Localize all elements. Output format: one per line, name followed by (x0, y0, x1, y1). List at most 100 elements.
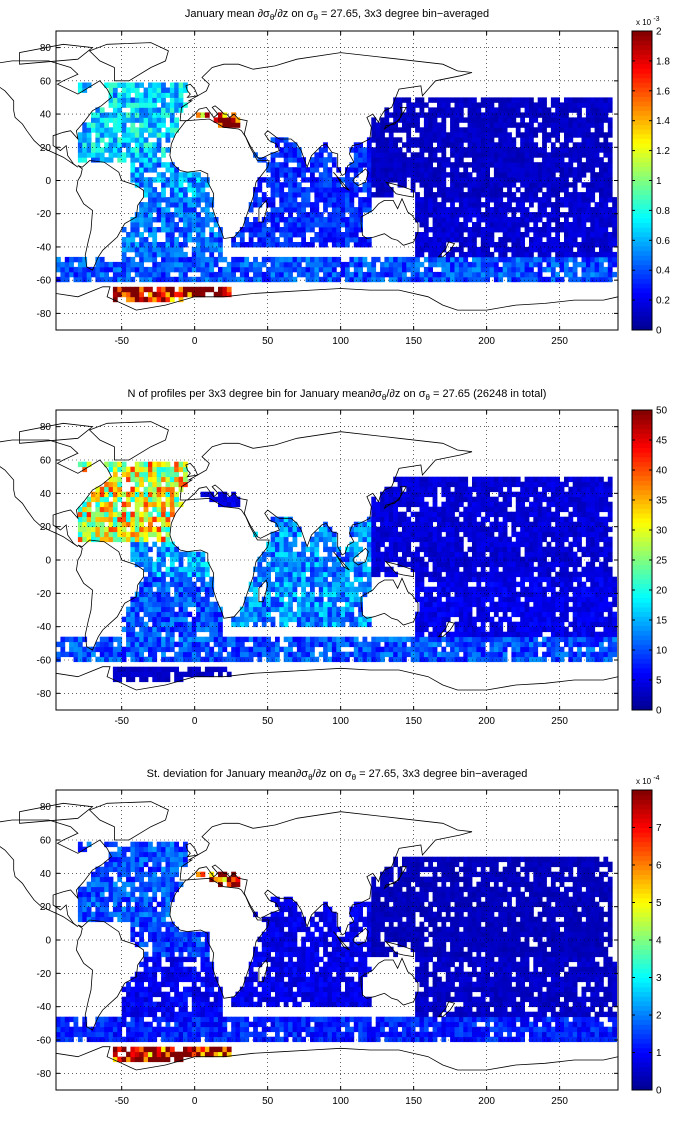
heatmap-cell (366, 541, 372, 548)
heatmap-cell (323, 237, 328, 243)
heatmap-cell (148, 481, 153, 488)
heatmap-cell (450, 237, 455, 243)
heatmap-cell (454, 102, 460, 108)
heatmap-cell (165, 626, 171, 633)
heatmap-cell (371, 536, 377, 543)
heatmap-cell (156, 626, 162, 633)
heatmap-cell (310, 576, 315, 583)
heatmap-cell (397, 112, 403, 118)
heatmap-cell (200, 611, 206, 618)
heatmap-cell (419, 621, 425, 628)
heatmap-cell (358, 571, 363, 578)
heatmap-cell (406, 651, 412, 658)
heatmap-cell (112, 291, 118, 298)
heatmap-cell (231, 496, 236, 503)
heatmap-cell (520, 256, 525, 263)
heatmap-cell (533, 142, 539, 148)
heatmap-cell (423, 112, 429, 118)
heatmap-cell (139, 132, 144, 138)
heatmap-cell (498, 192, 504, 198)
heatmap-cell (511, 207, 517, 213)
heatmap-cell (406, 536, 412, 543)
heatmap-cell (248, 202, 254, 208)
heatmap-cell (169, 92, 175, 98)
heatmap-cell (288, 641, 293, 648)
heatmap-cell (283, 237, 289, 243)
heatmap-cell (555, 112, 560, 118)
colorbar-segment (632, 222, 652, 228)
heatmap-cell (524, 271, 530, 278)
heatmap-cell (283, 521, 289, 528)
heatmap-cell (296, 152, 302, 158)
heatmap-cell (371, 501, 377, 508)
heatmap-cell (345, 606, 350, 613)
heatmap-cell (489, 256, 495, 263)
heatmap-cell (152, 227, 158, 233)
heatmap-cell (476, 127, 482, 133)
heatmap-cell (358, 546, 363, 553)
heatmap-cell (375, 177, 381, 183)
heatmap-cell (156, 202, 162, 208)
heatmap-cell (393, 491, 398, 498)
heatmap-cell (275, 266, 280, 273)
heatmap-cell (156, 676, 162, 683)
heatmap-cell (480, 187, 486, 193)
heatmap-cell (261, 232, 267, 238)
heatmap-cell (327, 192, 333, 198)
heatmap-cell (529, 217, 534, 223)
heatmap-cell (130, 222, 136, 228)
heatmap-cell (148, 516, 153, 523)
heatmap-cell (384, 571, 390, 578)
heatmap-cell (441, 246, 447, 253)
heatmap-cell (112, 506, 118, 513)
heatmap-cell (428, 197, 433, 203)
heatmap-cell (248, 611, 254, 618)
heatmap-cell (196, 651, 201, 658)
heatmap-cell (139, 546, 144, 553)
heatmap-cell (546, 261, 552, 268)
heatmap-cell (156, 466, 162, 473)
heatmap-cell (410, 266, 416, 273)
heatmap-cell (143, 202, 149, 208)
heatmap-cell (493, 217, 499, 223)
heatmap-cell (279, 266, 285, 273)
heatmap-cell (301, 551, 306, 558)
heatmap-cell (419, 656, 425, 663)
heatmap-cell (139, 511, 144, 518)
heatmap-cell (204, 237, 210, 243)
heatmap-cell (314, 266, 320, 273)
heatmap-cell (345, 586, 350, 593)
heatmap-cell (590, 137, 596, 143)
heatmap-cell (345, 192, 350, 198)
heatmap-cell (178, 286, 184, 293)
heatmap-cell (327, 266, 333, 273)
heatmap-cell (95, 486, 101, 493)
heatmap-cell (148, 202, 153, 208)
heatmap-cell (410, 172, 416, 178)
heatmap-cell (218, 656, 223, 663)
heatmap-cell (520, 251, 525, 258)
heatmap-cell (358, 276, 363, 283)
heatmap-cell (244, 606, 250, 613)
heatmap-cell (178, 551, 184, 558)
heatmap-cell (493, 142, 499, 148)
heatmap-cell (437, 237, 442, 243)
heatmap-cell (174, 496, 179, 503)
heatmap-cell (415, 177, 420, 183)
heatmap-cell (200, 601, 206, 608)
heatmap-cell (143, 92, 149, 98)
heatmap-cell (231, 641, 236, 648)
heatmap-cell (231, 261, 236, 268)
heatmap-cell (349, 192, 355, 198)
heatmap-cell (169, 127, 175, 133)
heatmap-cell (419, 606, 425, 613)
heatmap-cell (323, 646, 328, 653)
heatmap-cell (108, 641, 114, 648)
heatmap-cell (310, 162, 315, 168)
heatmap-cell (143, 506, 149, 513)
heatmap-cell (314, 531, 320, 538)
heatmap-cell (362, 571, 368, 578)
heatmap-cell (493, 117, 499, 123)
heatmap-cell (130, 246, 136, 253)
heatmap-cell (310, 571, 315, 578)
